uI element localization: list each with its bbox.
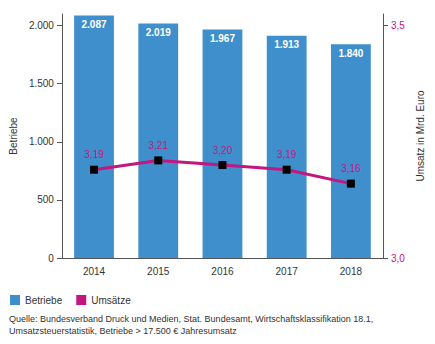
- svg-text:2017: 2017: [276, 266, 299, 277]
- svg-text:2016: 2016: [211, 266, 234, 277]
- svg-text:Umsatz in Mrd. Euro: Umsatz in Mrd. Euro: [415, 90, 426, 182]
- svg-text:3,19: 3,19: [277, 149, 297, 160]
- svg-text:0: 0: [48, 253, 54, 264]
- svg-text:2.000: 2.000: [29, 20, 54, 31]
- svg-text:Umsätze: Umsätze: [91, 295, 131, 306]
- svg-text:Betriebe: Betriebe: [25, 295, 63, 306]
- svg-text:3,5: 3,5: [391, 20, 405, 31]
- svg-text:2.019: 2.019: [146, 27, 171, 38]
- svg-text:1.967: 1.967: [210, 33, 235, 44]
- svg-text:2018: 2018: [340, 266, 363, 277]
- svg-text:1.000: 1.000: [29, 136, 54, 147]
- svg-text:Betriebe: Betriebe: [8, 117, 19, 155]
- svg-text:2015: 2015: [147, 266, 170, 277]
- svg-text:3,16: 3,16: [341, 163, 361, 174]
- svg-text:3,20: 3,20: [213, 145, 233, 156]
- svg-text:1.500: 1.500: [29, 78, 54, 89]
- svg-text:2014: 2014: [83, 266, 106, 277]
- svg-text:3,0: 3,0: [391, 253, 405, 264]
- svg-text:1.840: 1.840: [338, 48, 363, 59]
- svg-text:500: 500: [37, 194, 54, 205]
- svg-text:3,19: 3,19: [84, 149, 104, 160]
- svg-text:2.087: 2.087: [82, 19, 107, 30]
- svg-text:3,21: 3,21: [149, 140, 169, 151]
- svg-text:Umsatzsteuerstatistik, Betrieb: Umsatzsteuerstatistik, Betriebe > 17.500…: [9, 326, 237, 336]
- svg-text:1.913: 1.913: [274, 39, 299, 50]
- svg-text:Quelle: Bundesverband Druck un: Quelle: Bundesverband Druck und Medien, …: [9, 314, 376, 324]
